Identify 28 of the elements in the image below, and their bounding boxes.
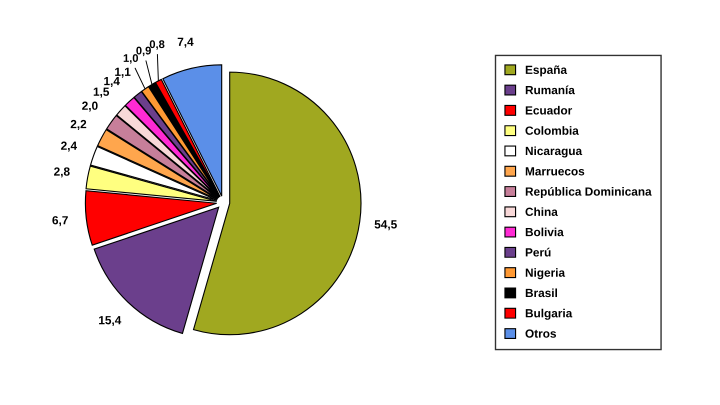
data-label: 7,4 xyxy=(178,38,194,48)
legend-label: Ecuador xyxy=(526,106,572,115)
legend-label: Bulgaria xyxy=(526,308,572,320)
data-label: 1,5 xyxy=(94,88,110,98)
data-label: 15,4 xyxy=(99,316,122,326)
legend-label: Colombia xyxy=(526,126,579,135)
legend-label: España xyxy=(526,65,568,76)
data-label: 1,4 xyxy=(104,77,120,87)
data-label: 2,8 xyxy=(54,167,70,178)
legend-label: Nicaragua xyxy=(526,146,582,158)
legend-label: Marruecos xyxy=(526,167,584,176)
legend-label: Brasil xyxy=(526,288,557,298)
legend-label: República Dominicana xyxy=(526,186,652,198)
legend-label: Rumanía xyxy=(526,86,575,94)
data-label: 1,1 xyxy=(115,68,130,78)
data-label: 2,4 xyxy=(61,142,77,152)
legend-label: Nigeria xyxy=(526,268,566,280)
legend-label: Perú xyxy=(526,248,550,257)
data-label: 6,7 xyxy=(52,216,68,226)
legend-label: Otros xyxy=(526,329,556,338)
data-label: 54,5 xyxy=(374,220,397,230)
legend-label: Bolivia xyxy=(526,228,564,236)
legend-label: China xyxy=(526,207,558,216)
data-label: 0,9 xyxy=(136,46,151,56)
data-label: 2,0 xyxy=(82,102,98,112)
data-label: 0,8 xyxy=(150,40,164,50)
data-label: 1,0 xyxy=(124,54,138,64)
data-label: 2,2 xyxy=(70,120,86,130)
